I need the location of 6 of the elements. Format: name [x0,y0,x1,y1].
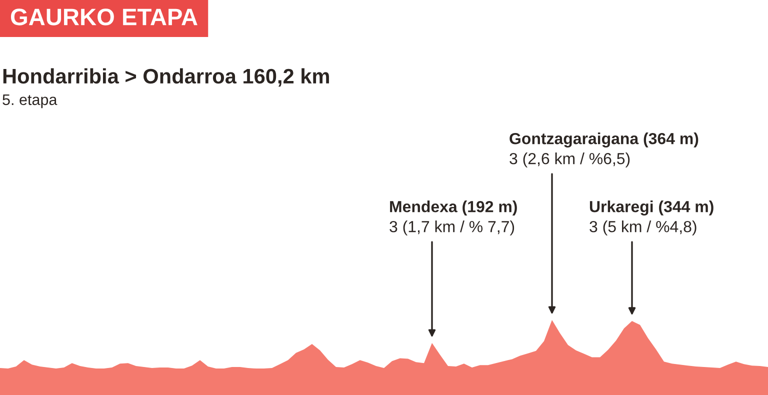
chart-title: GAURKO ETAPA [10,8,198,26]
text: Gontzagaraigana (364 m) 3 (2,6 km / %6,5) [510,132,698,168]
text: Urkaregi (344 m) 3 (5 km / %4,8) [590,200,714,236]
text: 5. etapa [2,94,58,108]
text: Mendexa (192 m) 3 (1,7 km / % 7,7) [390,200,517,236]
chart-subtitle: Hondarribia > Ondarroa 160,2 km [3,68,329,87]
